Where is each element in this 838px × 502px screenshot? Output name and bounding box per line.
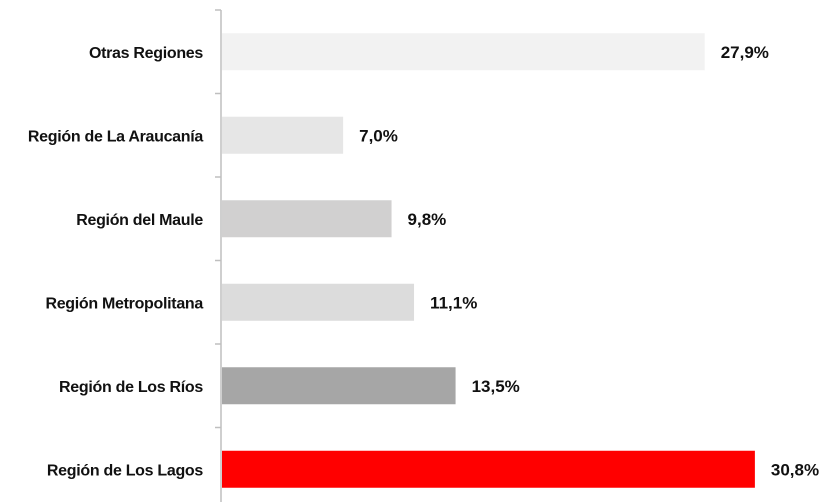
value-label-3: 11,1% bbox=[430, 293, 477, 312]
category-label-2: Región del Maule bbox=[76, 212, 203, 229]
value-label-4: 13,5% bbox=[472, 377, 520, 396]
value-label-1: 7,0% bbox=[359, 126, 398, 145]
category-label-1: Región de La Araucanía bbox=[28, 128, 203, 145]
bar-0 bbox=[222, 33, 705, 71]
category-label-3: Región Metropolitana bbox=[45, 295, 203, 312]
value-label-0: 27,9% bbox=[721, 43, 769, 62]
value-label-5: 30,8% bbox=[771, 460, 819, 479]
category-label-0: Otras Regiones bbox=[89, 45, 203, 62]
bar-5 bbox=[222, 450, 755, 488]
category-label-4: Región de Los Ríos bbox=[59, 379, 203, 396]
bar-4 bbox=[222, 367, 456, 405]
bar-1 bbox=[222, 116, 344, 154]
bar-2 bbox=[222, 200, 392, 238]
category-label-5: Región de Los Lagos bbox=[47, 462, 203, 479]
value-label-2: 9,8% bbox=[408, 210, 447, 229]
bar-3 bbox=[222, 283, 415, 321]
